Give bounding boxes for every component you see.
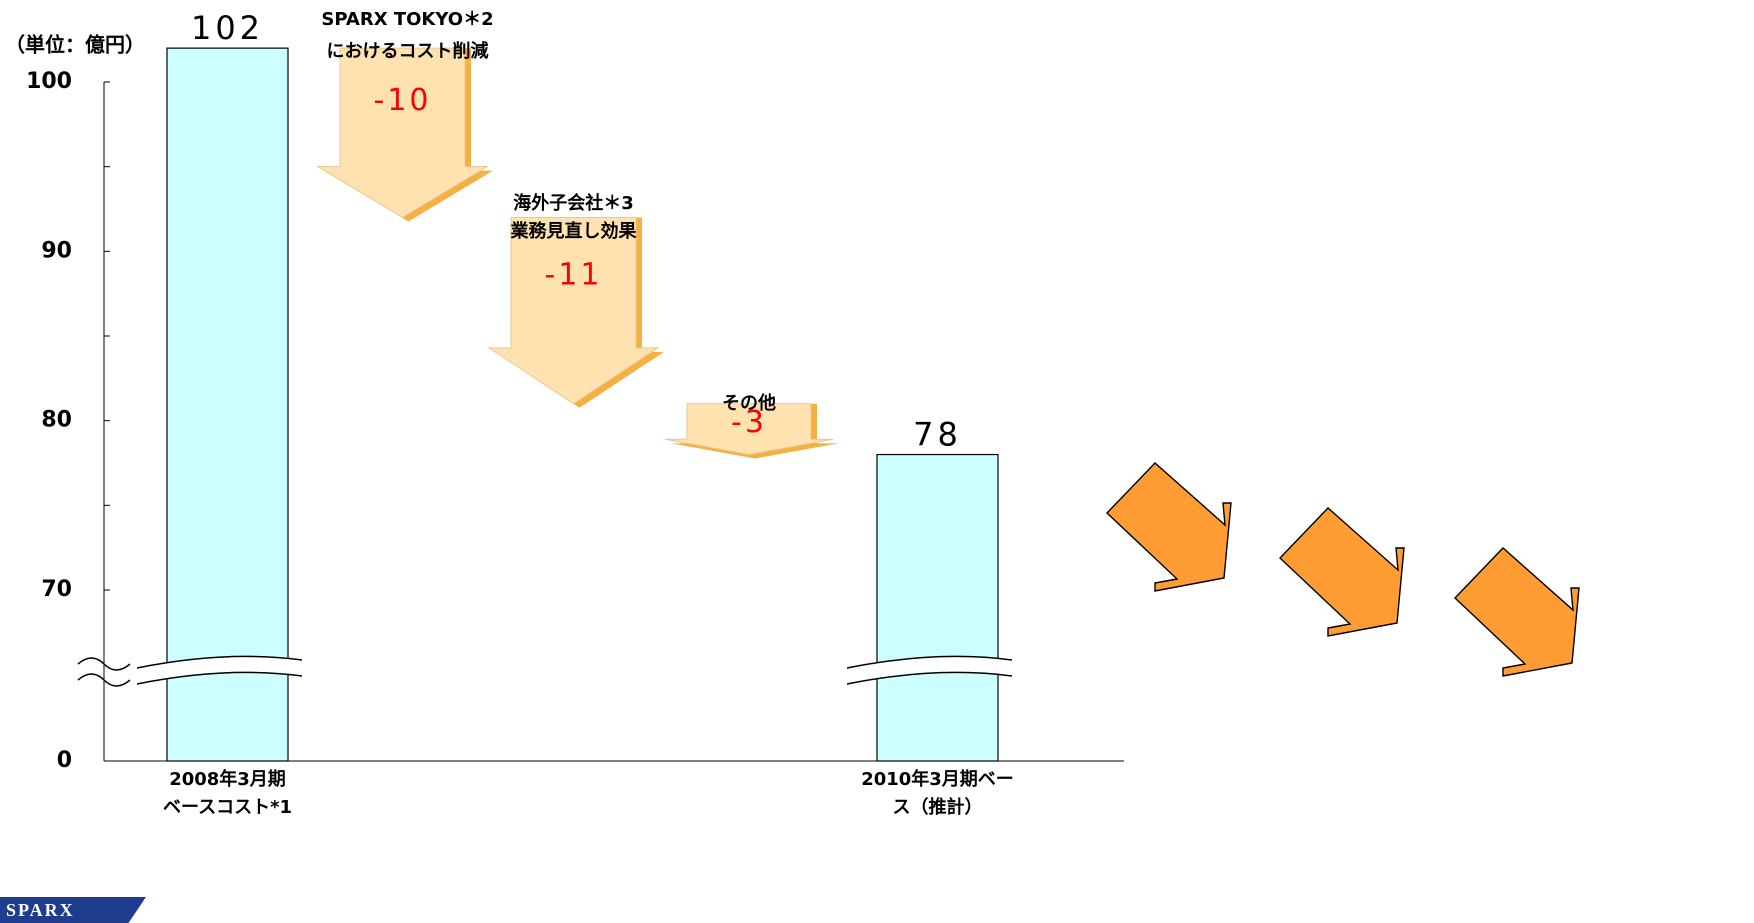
bar-break-line xyxy=(136,671,303,685)
step-arrow xyxy=(487,216,660,405)
bar-break-line xyxy=(136,655,303,669)
axis-break-mark xyxy=(77,657,131,671)
x-category-label: ベースコスト*1 xyxy=(163,797,292,818)
step-category-label: その他 xyxy=(722,392,776,414)
down-right-arrow-icon xyxy=(1279,507,1405,637)
x-category-label: ス（推計） xyxy=(893,796,983,818)
total-bar xyxy=(876,453,999,762)
down-right-arrow-icon xyxy=(1454,547,1580,677)
step-arrow xyxy=(664,403,834,456)
y-unit-label: （単位：億円） xyxy=(5,33,145,57)
x-category-label: 2010年3月期ベー xyxy=(861,768,1014,790)
step-value-label: -10 xyxy=(374,83,432,118)
down-right-arrow-icon xyxy=(1106,462,1232,592)
axis-break-mark xyxy=(77,673,131,687)
step-arrow xyxy=(316,47,489,219)
bar-value-label: 102 xyxy=(191,9,264,47)
step-category-label: 業務見直し効果 xyxy=(510,220,638,242)
step-category-label: 海外子会社＊3 xyxy=(513,192,634,214)
step-value-label: -11 xyxy=(545,258,603,293)
bar-break-line xyxy=(846,671,1013,685)
y-tick-label: 80 xyxy=(41,408,72,433)
logo-text: SPARX xyxy=(6,900,75,920)
step-value-label: -3 xyxy=(731,405,767,440)
bar-break-line xyxy=(846,655,1013,669)
y-tick-label: 90 xyxy=(41,238,72,263)
y-tick-label: 70 xyxy=(41,577,72,602)
y-tick-label: 100 xyxy=(26,69,72,94)
step-category-label: SPARX TOKYO＊2 xyxy=(321,9,493,30)
x-category-label: 2008年3月期 xyxy=(169,768,286,790)
step-category-label: におけるコスト削減 xyxy=(327,40,489,62)
bar-value-label: 78 xyxy=(913,416,962,454)
sparx-logo: SPARX xyxy=(0,897,146,923)
total-bar xyxy=(166,47,289,762)
y-tick-label: 0 xyxy=(57,748,72,773)
